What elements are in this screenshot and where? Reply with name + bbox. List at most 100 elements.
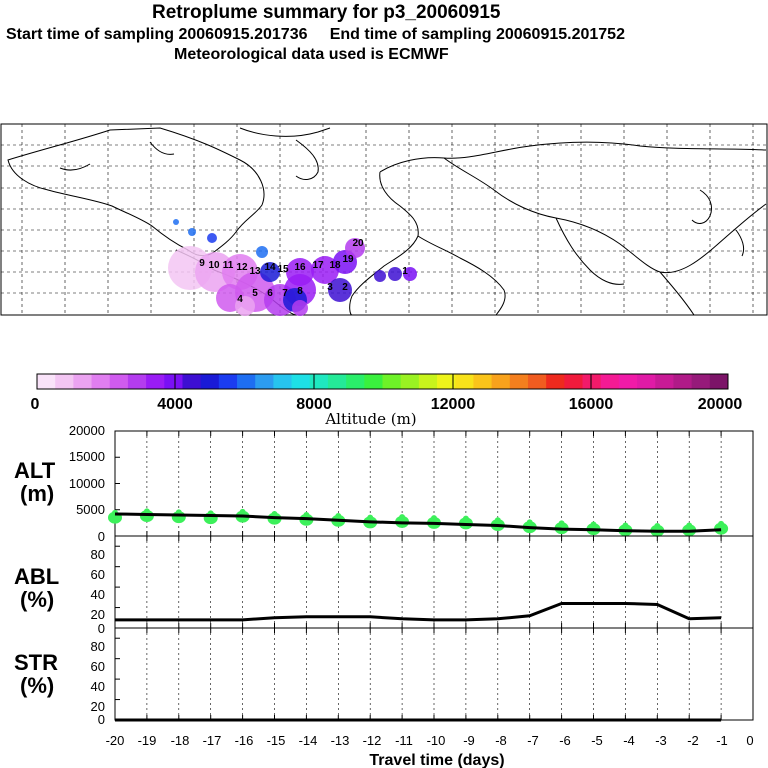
abl-y-ticks: 80 60 40 20 0: [91, 547, 105, 636]
abl-y-tick: 80: [91, 547, 105, 562]
abl-y-tick: 0: [98, 621, 105, 636]
colorbar-cell: [582, 374, 602, 389]
plume-cluster: [207, 233, 217, 243]
str-panel-unit: (%): [20, 673, 54, 698]
plume-day-label: 2: [342, 282, 348, 293]
plume-cluster: [260, 262, 280, 282]
colorbar-cell: [564, 374, 584, 389]
met-data-line: Meteorological data used is ECMWF: [174, 46, 449, 63]
alt-cluster-point: [654, 523, 661, 530]
alt-y-tick: 5000: [76, 502, 105, 517]
plume-cluster: [235, 296, 255, 316]
x-tick: -20: [106, 733, 125, 748]
colorbar-cell: [600, 374, 620, 389]
colorbar-cell: [655, 374, 674, 389]
colorbar-cell: [673, 374, 693, 389]
colorbar-cell: [527, 374, 547, 389]
colorbar-tick-labels: 0 4000 8000 12000 16000 20000: [31, 396, 743, 413]
colorbar-tick: 16000: [569, 396, 614, 413]
page-title: Retroplume summary for p3_20060915: [152, 2, 501, 23]
colorbar-cell: [509, 374, 529, 389]
plume-day-label: 7: [282, 288, 288, 299]
colorbar-cell: [109, 374, 129, 389]
plume-day-label: 15: [277, 264, 289, 275]
colorbar-cell: [200, 374, 220, 389]
x-tick: -17: [203, 733, 222, 748]
x-tick: -13: [331, 733, 350, 748]
alt-y-tick: 10000: [69, 476, 105, 491]
plume-cluster: [403, 267, 417, 281]
colorbar-cell: [218, 374, 238, 389]
alt-panel-label: ALT: [14, 458, 56, 483]
str-y-tick: 20: [91, 699, 105, 714]
plume-day-label: 4: [237, 294, 243, 305]
colorbar-cell: [346, 374, 365, 389]
alt-cluster-point: [558, 520, 565, 527]
plume-cluster: [345, 238, 365, 258]
plume-day-label: 14: [264, 262, 276, 273]
abl-series-line: [115, 601, 722, 622]
plume-cluster: [311, 256, 339, 284]
x-tick: -15: [267, 733, 286, 748]
colorbar-cell: [691, 374, 711, 389]
alt-cluster-point: [622, 522, 629, 529]
colorbar-cell: [382, 374, 402, 389]
alt-y-tick: 0: [98, 529, 105, 544]
abl-panel-label: ABL: [14, 564, 59, 589]
colorbar-cell: [127, 374, 147, 389]
colorbar-tick: 12000: [431, 396, 476, 413]
colorbar-cell: [418, 374, 438, 389]
colorbar-frame: [36, 373, 729, 390]
plume-cluster: [286, 258, 314, 286]
plume-day-label: 19: [342, 254, 354, 265]
colorbar-cell: [55, 374, 74, 389]
colorbar-cell: [618, 374, 638, 389]
alt-cluster-point: [399, 514, 406, 521]
plume-day-label: 1: [402, 266, 408, 277]
plume-day-label: 5: [252, 288, 258, 299]
altitude-colorbar: 0 4000 8000 12000 16000 20000 Altitude (…: [31, 373, 743, 428]
abl-y-tick: 60: [91, 567, 105, 582]
x-tick: -10: [427, 733, 446, 748]
plume-day-label: 8: [297, 286, 303, 297]
alt-cluster-point: [367, 514, 374, 521]
sampling-times: Start time of sampling 20060915.201736 E…: [6, 26, 625, 43]
colorbar-label: Altitude (m): [324, 410, 416, 428]
colorbar-cell: [455, 374, 474, 389]
colorbar-cell: [37, 374, 56, 389]
plume-day-label: 3: [327, 282, 333, 293]
str-panel-label: STR: [14, 650, 58, 675]
colorbar-cell: [473, 374, 493, 389]
x-tick: -14: [299, 733, 318, 748]
alt-cluster-point: [143, 508, 150, 515]
str-y-tick: 0: [98, 712, 105, 727]
plume-day-label: 13: [249, 266, 261, 277]
plume-day-label: 11: [223, 260, 234, 271]
plume-cluster: [256, 246, 268, 258]
str-y-tick: 60: [91, 659, 105, 674]
x-tick: -18: [171, 733, 190, 748]
colorbar-cell: [182, 374, 202, 389]
alt-cluster-point: [686, 522, 693, 529]
plume-cluster: [328, 278, 352, 302]
colorbar-cell: [237, 374, 256, 389]
x-tick: -1: [716, 733, 728, 748]
map-frame: [0, 123, 768, 316]
plume-day-label: 18: [329, 260, 341, 271]
colorbar-cell: [400, 374, 420, 389]
colorbar-cell: [637, 374, 656, 389]
x-tick: -2: [687, 733, 699, 748]
colorbar-cell: [273, 374, 293, 389]
x-tick: -5: [591, 733, 603, 748]
alt-series-line: [114, 512, 722, 533]
colorbar-cell: [291, 374, 311, 389]
colorbar-cell: [91, 374, 111, 389]
alt-cluster-point: [271, 510, 278, 517]
x-tick: -7: [527, 733, 539, 748]
colorbar-tick: 4000: [157, 396, 193, 413]
plume-cluster: [173, 219, 179, 225]
alt-panel-unit: (m): [20, 481, 54, 506]
colorbar-cell: [309, 374, 329, 389]
abl-y-tick: 20: [91, 607, 105, 622]
plume-day-label: 16: [294, 262, 306, 273]
